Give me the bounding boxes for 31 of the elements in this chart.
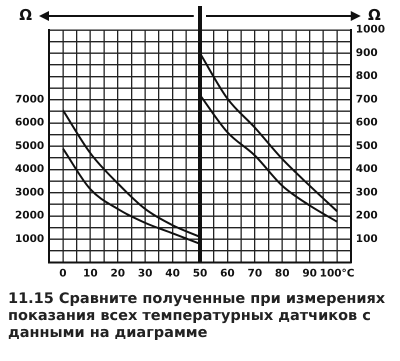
y2-tick-label: 700 (356, 93, 378, 106)
x-tick-label: 30 (138, 267, 152, 280)
y-tick-label: 7000 (14, 93, 44, 106)
x-tick-label: 0 (59, 267, 67, 280)
x-tick-label: 100°C (320, 267, 355, 280)
y-tick-label: 1000 (14, 232, 44, 245)
y2-tick-label: 200 (356, 210, 378, 222)
x-tick-label: 50 (192, 267, 208, 280)
y2-tick-label: 600 (356, 116, 378, 129)
y-tick-label: 6000 (14, 116, 44, 129)
y-tick-label: 2000 (14, 210, 44, 222)
x-tick-label: 70 (248, 267, 262, 280)
x-tick-label: 20 (110, 267, 126, 280)
y2-tick-label: 1000 (356, 24, 386, 36)
y-axis-title: Ω (19, 6, 32, 24)
x-tick-label: 40 (165, 267, 180, 280)
x-tick-label: 60 (220, 267, 235, 280)
y2-tick-label: 400 (356, 163, 378, 176)
y2-tick-label: 900 (356, 46, 378, 59)
y2-tick-label: 300 (356, 186, 378, 198)
text: 11.15 Сравните полученные при измерениях показания всех температурных датчиков с данными на диаграмме (7, 290, 386, 342)
y-tick-label: 3000 (14, 186, 44, 198)
x-tick-label: 90 (302, 267, 317, 280)
y2-axis-title: Ω (368, 6, 382, 24)
x-tick-label: 80 (274, 267, 290, 280)
y2-tick-label: 800 (356, 70, 378, 82)
y2-tick-label: 100 (356, 232, 378, 245)
x-tick-label: 10 (83, 267, 98, 280)
y-tick-label: 4000 (14, 163, 44, 176)
y2-tick-label: 500 (356, 140, 378, 152)
y-tick-label: 5000 (14, 140, 44, 152)
